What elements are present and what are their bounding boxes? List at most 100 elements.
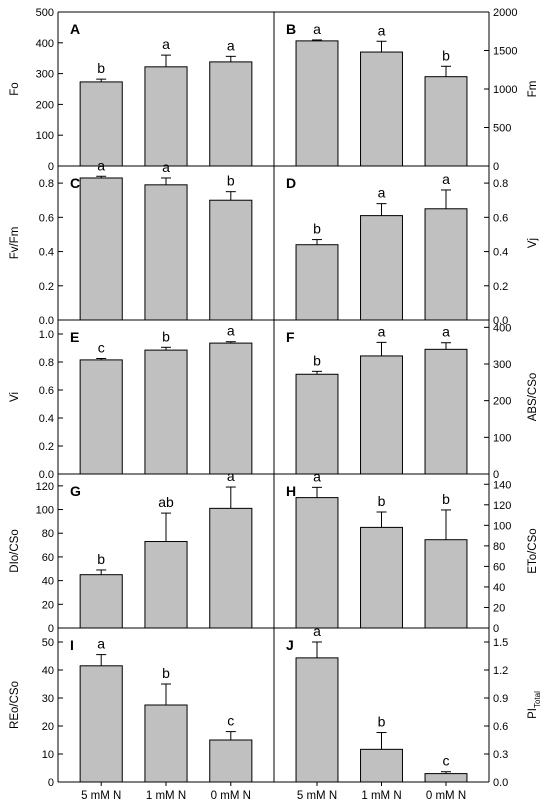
y-tick-label: 40 — [42, 576, 54, 588]
bar — [79, 665, 123, 783]
significance-letter: c — [227, 713, 234, 729]
y-tick-label: 0.0 — [39, 469, 54, 481]
bar — [295, 373, 339, 475]
bar — [79, 81, 123, 167]
bar — [144, 184, 188, 321]
y-tick-label: 0.2 — [39, 441, 54, 453]
x-category-label: 5 mM N — [81, 790, 121, 802]
panel-letter: G — [70, 483, 81, 499]
significance-letter: b — [227, 173, 235, 189]
bar — [209, 61, 253, 167]
significance-letter: b — [313, 352, 321, 368]
significance-letter: a — [313, 468, 321, 484]
x-category-label: 0 mM N — [211, 790, 251, 802]
bar — [209, 507, 253, 629]
significance-letter: a — [378, 185, 386, 201]
significance-letter: b — [313, 221, 321, 237]
y-tick-label: 80 — [42, 528, 54, 540]
significance-letter: b — [162, 665, 170, 681]
significance-letter: b — [97, 551, 105, 567]
bar — [360, 526, 403, 629]
panel-letter: D — [286, 175, 296, 191]
significance-letter: a — [378, 22, 386, 38]
x-category-label: 0 mM N — [426, 790, 466, 802]
bar — [79, 177, 123, 321]
y-axis-label: REo/CSo — [9, 681, 21, 729]
significance-letter: c — [443, 753, 450, 769]
y-tick-label: 200 — [36, 99, 54, 111]
bar — [295, 657, 339, 783]
y-tick-label: 100 — [493, 432, 511, 444]
significance-letter: c — [98, 340, 105, 356]
significance-letter: a — [227, 37, 235, 53]
panel-letter: E — [70, 329, 79, 345]
y-tick-label: 0 — [48, 777, 54, 789]
y-axis-label-text: Fv/Fm — [9, 227, 21, 260]
y-tick-label: 200 — [493, 396, 511, 408]
y-axis-label-text: Vi — [9, 392, 21, 402]
panel-letter: I — [70, 637, 74, 653]
y-axis-label-text: DIo/CSo — [9, 529, 21, 572]
bar — [209, 342, 253, 475]
bar — [295, 40, 339, 167]
y-tick-label: 0.0 — [39, 315, 54, 327]
bar — [360, 51, 403, 167]
panel-letter: B — [286, 21, 296, 37]
bar — [209, 739, 253, 783]
bar — [144, 349, 188, 475]
bar — [424, 773, 468, 783]
significance-letter: b — [378, 714, 386, 730]
y-tick-label: 140 — [493, 479, 511, 491]
bar — [79, 574, 123, 629]
y-axis-label: ETo/CSo — [527, 528, 539, 573]
y-tick-label: 300 — [493, 359, 511, 371]
panel-letter: C — [70, 175, 80, 191]
significance-letter: a — [227, 323, 235, 339]
y-tick-label: 500 — [36, 7, 54, 19]
bar — [360, 748, 403, 783]
y-tick-label: 80 — [493, 541, 505, 553]
bar — [144, 66, 188, 167]
significance-letter: ab — [158, 494, 174, 510]
y-tick-label: 0.2 — [39, 281, 54, 293]
y-tick-label: 100 — [36, 130, 54, 142]
bar — [144, 704, 188, 783]
panel-letter: H — [286, 483, 296, 499]
y-axis-label: PITotal — [527, 691, 542, 719]
significance-letter: a — [442, 324, 450, 340]
y-tick-label: 0 — [48, 623, 54, 635]
bar — [295, 244, 339, 321]
y-axis-label: DIo/CSo — [9, 529, 21, 572]
bar — [360, 215, 403, 321]
y-tick-label: 0.8 — [39, 178, 54, 190]
y-tick-label: 0 — [493, 623, 499, 635]
y-tick-label: 0.2 — [493, 281, 508, 293]
significance-letter: a — [162, 36, 170, 52]
bar — [424, 539, 468, 629]
y-tick-label: 30 — [42, 693, 54, 705]
y-tick-label: 0.4 — [493, 247, 508, 259]
y-axis-label-text: Fm — [527, 81, 539, 98]
y-tick-label: 100 — [36, 505, 54, 517]
y-axis-label-text: PI — [527, 708, 539, 719]
y-tick-label: 1.2 — [493, 665, 508, 677]
y-tick-label: 0.0 — [493, 315, 508, 327]
y-axis-label-subscript: Total — [533, 691, 542, 708]
bar — [360, 355, 403, 475]
y-tick-label: 0.6 — [39, 385, 54, 397]
y-tick-label: 0 — [493, 161, 499, 173]
x-category-label: 1 mM N — [361, 790, 401, 802]
significance-letter: b — [442, 47, 450, 63]
y-tick-label: 0.4 — [39, 413, 54, 425]
panel-letter: A — [70, 21, 80, 37]
significance-letter: a — [442, 171, 450, 187]
significance-letter: a — [313, 21, 321, 37]
y-tick-label: 60 — [42, 552, 54, 564]
significance-letter: b — [97, 60, 105, 76]
y-tick-label: 0 — [48, 161, 54, 173]
y-tick-label: 0.6 — [493, 212, 508, 224]
y-axis-label-text: REo/CSo — [9, 681, 21, 729]
y-tick-label: 20 — [493, 602, 505, 614]
y-tick-label: 120 — [493, 500, 511, 512]
